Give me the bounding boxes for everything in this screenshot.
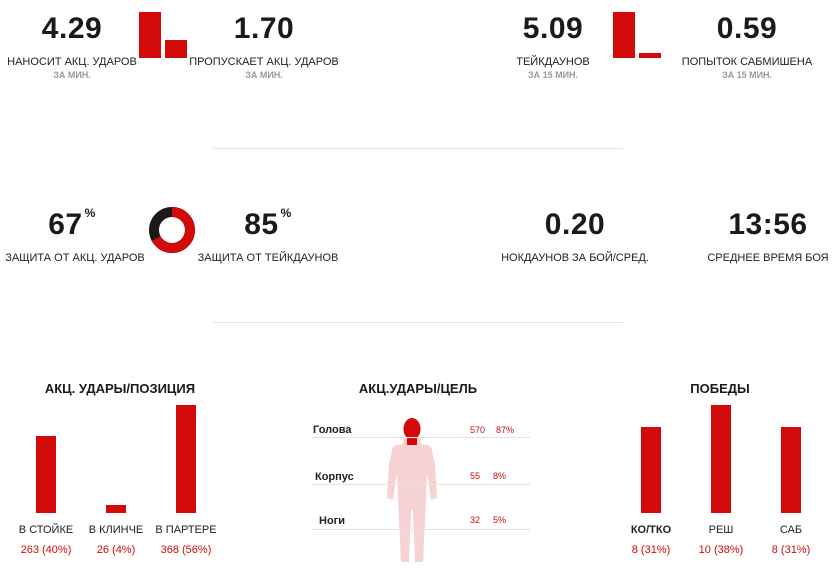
wins-value-dec: 10 (38%): [698, 544, 744, 556]
strike-defense-value: 67%: [48, 206, 96, 241]
target-label-body: Корпус: [315, 471, 354, 483]
target-label-head: Голова: [313, 424, 352, 436]
bar-standing: [36, 436, 56, 513]
bar-submission: [781, 427, 801, 513]
defense-ring-arc: [149, 207, 195, 253]
fight-time-value: 13:56: [728, 208, 808, 241]
takedown-defense-value: 85%: [244, 206, 292, 241]
position-value-standing: 263 (40%): [20, 544, 72, 556]
position-chart: [20, 405, 220, 513]
target-row-line: [312, 437, 530, 438]
takedowns-label: ТЕЙКДАУНОВ: [516, 56, 590, 68]
strikes-absorbed-sub: ЗА МИН.: [245, 70, 283, 80]
head-target-icon: [403, 418, 421, 440]
target-chart-title: АКЦ.УДАРЫ/ЦЕЛЬ: [358, 381, 478, 396]
target-pct-head: 87%: [496, 425, 515, 435]
position-value-clinch: 26 (4%): [96, 544, 136, 556]
strike-defense-unit: %: [84, 206, 96, 220]
knockdowns-label: НОКДАУНОВ ЗА БОЙ/СРЕД.: [501, 252, 649, 264]
wins-value-ko: 8 (31%): [631, 544, 671, 556]
takedowns-value: 5.09: [522, 12, 584, 45]
target-count-legs: 32: [470, 515, 481, 525]
fight-time-label: СРЕДНЕЕ ВРЕМЯ БОЯ: [707, 252, 829, 264]
knockdowns-value: 0.20: [544, 208, 606, 241]
bar-decision: [711, 405, 731, 513]
grappling-compare-chart: [613, 12, 661, 58]
position-label-standing: В СТОЙКЕ: [18, 524, 74, 536]
wins-label-dec: РЕШ: [708, 524, 734, 536]
strikes-landed-value: 4.29: [41, 12, 103, 45]
takedown-defense-unit: %: [280, 206, 292, 220]
submissions-bar: [639, 53, 661, 58]
position-chart-title: АКЦ. УДАРЫ/ПОЗИЦИЯ: [44, 381, 196, 396]
strikes-absorbed-bar: [165, 40, 187, 58]
target-pct-legs: 5%: [493, 515, 507, 525]
divider: [213, 148, 623, 149]
target-row-line: [312, 484, 530, 485]
wins-chart: [620, 405, 820, 513]
wins-label-ko: КО/ТКО: [630, 524, 672, 536]
wins-value-sub: 8 (31%): [771, 544, 811, 556]
strikes-landed-sub: ЗА МИН.: [53, 70, 91, 80]
strikes-landed-label: НАНОСИТ АКЦ. УДАРОВ: [7, 56, 137, 68]
strikes-absorbed-value: 1.70: [233, 12, 295, 45]
bar-ko: [641, 427, 661, 513]
strikes-absorbed-label: ПРОПУСКАЕТ АКЦ. УДАРОВ: [189, 56, 339, 68]
target-count-head: 570: [470, 425, 486, 435]
divider: [213, 322, 623, 323]
position-label-clinch: В КЛИНЧЕ: [88, 524, 144, 536]
position-label-ground: В ПАРТЕРЕ: [155, 524, 217, 536]
takedown-defense-label: ЗАЩИТА ОТ ТЕЙКДАУНОВ: [197, 252, 339, 264]
position-value-ground: 368 (56%): [160, 544, 212, 556]
target-label-legs: Ноги: [319, 515, 346, 527]
neck-target-icon: [407, 438, 417, 445]
body-figure-icon: [387, 418, 437, 562]
bar-clinch: [106, 505, 126, 513]
takedowns-sub: ЗА 15 МИН.: [527, 70, 579, 80]
wins-label-sub: САБ: [779, 524, 803, 536]
wins-chart-title: ПОБЕДЫ: [690, 381, 750, 396]
body-silhouette: [387, 438, 437, 562]
strikes-landed-bar: [139, 12, 161, 58]
bar-ground: [176, 405, 196, 513]
target-pct-body: 8%: [493, 471, 507, 481]
target-row-line: [312, 529, 530, 530]
takedowns-bar: [613, 12, 635, 58]
submissions-label: ПОПЫТОК САБМИШЕНА: [681, 56, 813, 68]
submissions-value: 0.59: [716, 12, 778, 45]
strikes-compare-chart: [139, 12, 187, 58]
target-count-body: 55: [470, 471, 481, 481]
defense-ring-chart: [149, 207, 195, 253]
submissions-sub: ЗА 15 МИН.: [721, 70, 773, 80]
strike-defense-label: ЗАЩИТА ОТ АКЦ. УДАРОВ: [5, 252, 145, 264]
